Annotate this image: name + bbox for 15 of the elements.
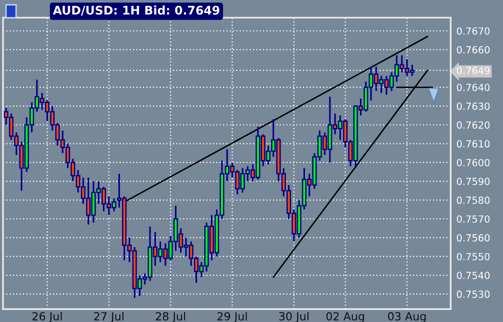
y-tick-label: 0.7670 (456, 27, 490, 35)
y-tick-label: 0.7620 (456, 121, 490, 129)
chart-title: AUD/USD: 1H Bid: 0.7649 (52, 6, 220, 16)
y-tick-label: 0.7570 (456, 215, 490, 223)
y-tick-label: 0.7610 (456, 140, 490, 148)
y-tick-label: 0.7550 (456, 252, 490, 260)
y-tick-label: 0.7590 (456, 178, 490, 186)
y-tick-label: 0.7630 (456, 102, 490, 110)
y-tick-label: 0.7560 (456, 234, 490, 242)
y-tick-label: 0.7660 (456, 46, 490, 54)
y-tick-label: 0.7580 (456, 196, 490, 204)
y-tick-label: 0.7640 (456, 84, 490, 92)
y-tick-label: 0.7530 (456, 290, 490, 298)
y-tick-label: 0.7600 (456, 158, 490, 166)
y-tick-label: 0.7540 (456, 272, 490, 280)
